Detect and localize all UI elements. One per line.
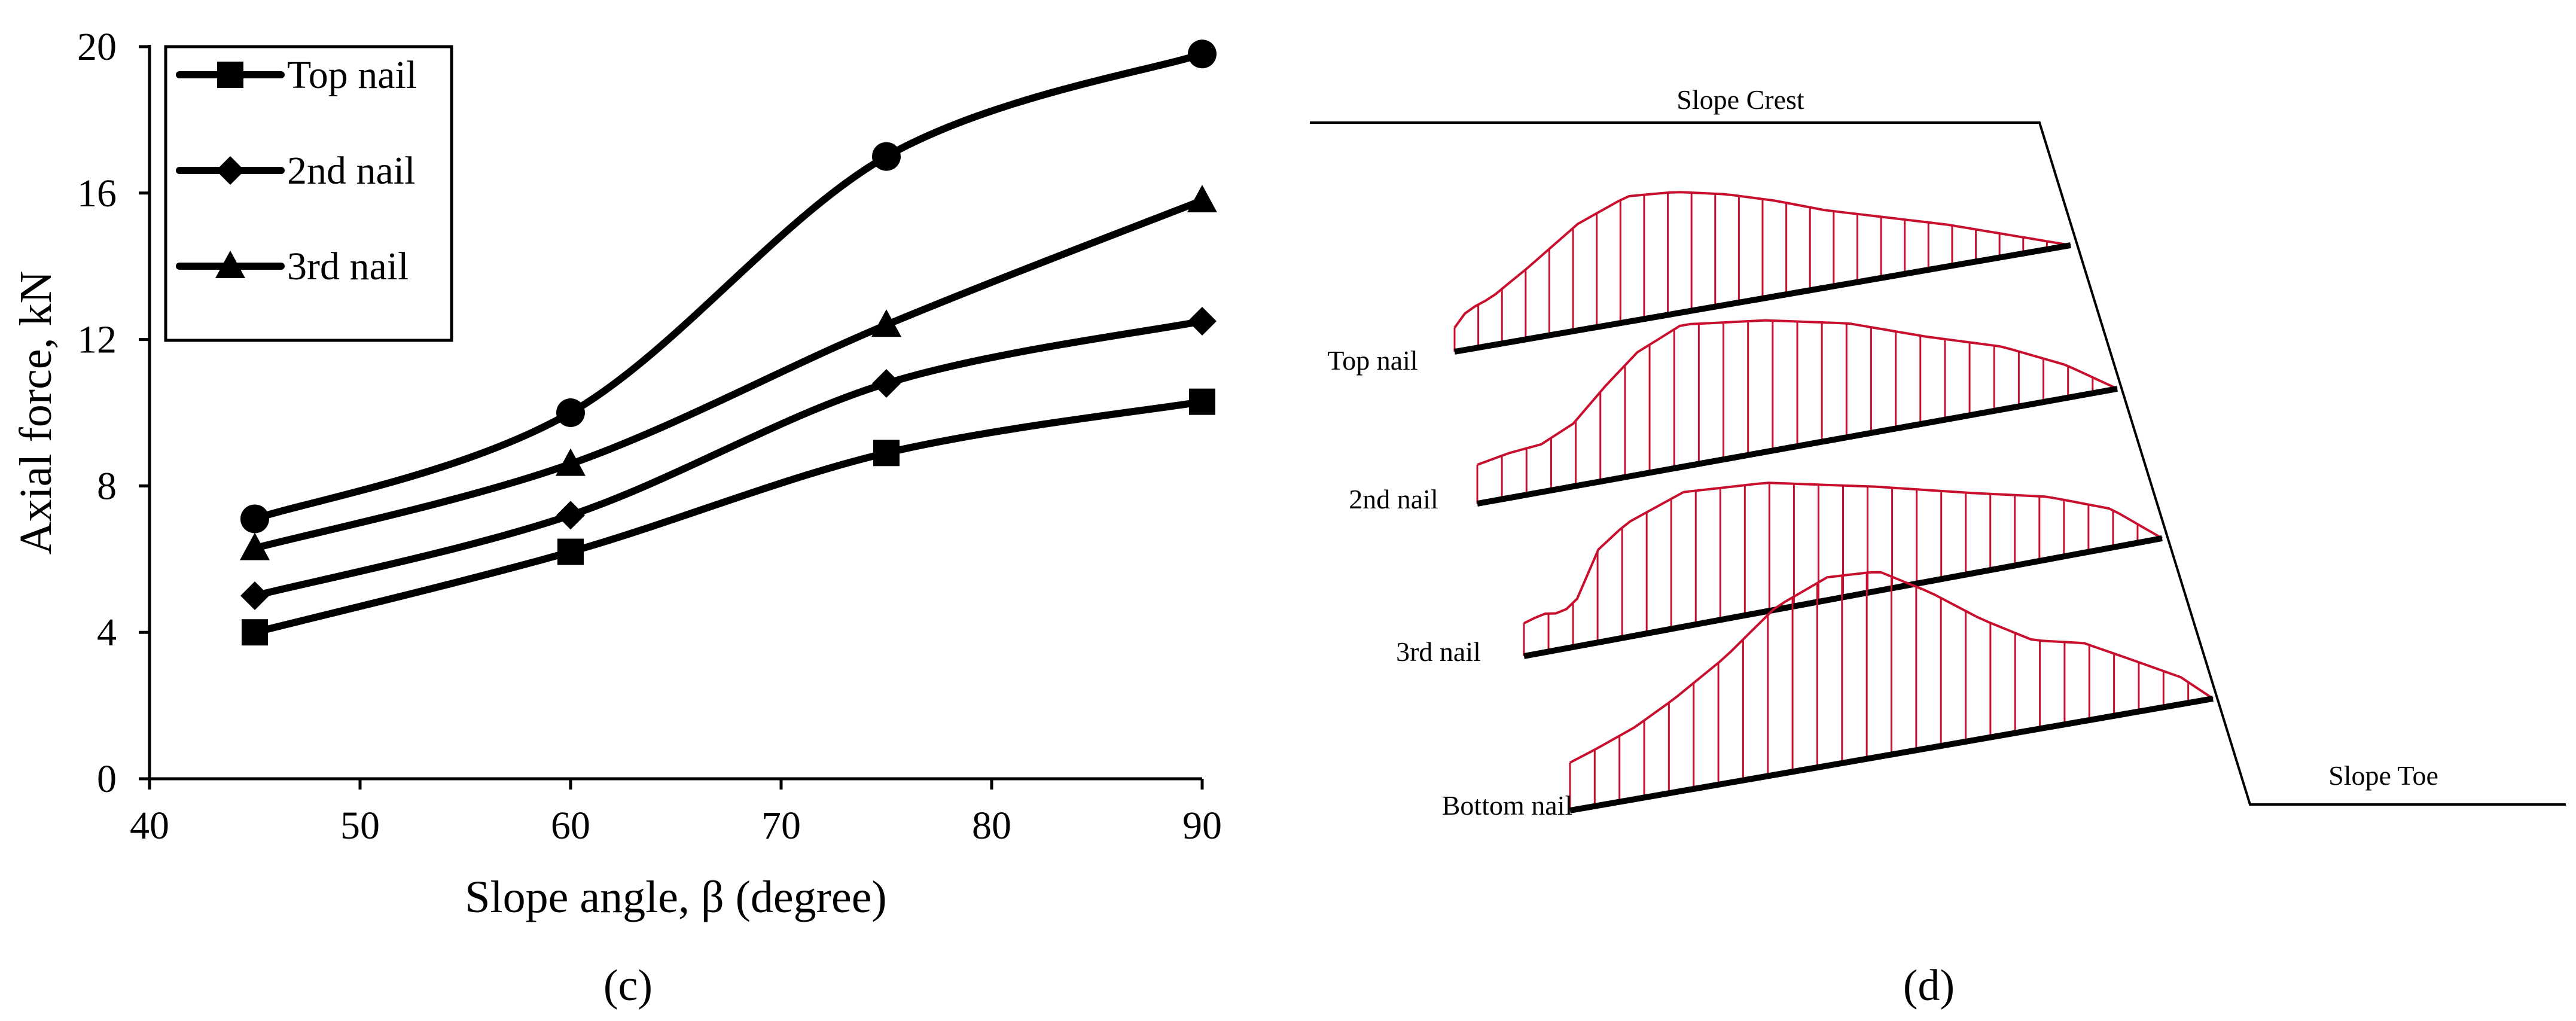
force-distribution-curve <box>1477 319 2118 466</box>
data-point-triangle <box>556 448 586 476</box>
y-tick-label: 4 <box>97 611 117 654</box>
y-tick-label: 12 <box>77 318 117 362</box>
data-point-triangle <box>1187 185 1217 213</box>
data-point-circle <box>1188 39 1217 69</box>
legend-label: 3rd nail <box>287 245 408 288</box>
force-distribution-curve <box>1569 571 2214 764</box>
legend-item: 2nd nail <box>176 149 415 193</box>
x-ticks: 40 50 60 70 80 90 <box>130 779 1222 848</box>
nail-bar <box>1523 535 2163 659</box>
x-tick-label: 60 <box>551 804 590 848</box>
legend-marker-square <box>217 62 243 88</box>
legend-marker-diamond <box>216 156 245 185</box>
slope-toe-label: Slope Toe <box>2328 760 2438 791</box>
x-tick-label: 70 <box>761 804 801 848</box>
legend-item: 3rd nail <box>176 245 408 288</box>
data-point-square <box>1189 388 1215 415</box>
data-point-circle <box>240 504 269 534</box>
force-distribution-curve <box>1523 481 2163 624</box>
y-tick-label: 16 <box>77 172 117 215</box>
legend-item: Top nail <box>176 53 417 97</box>
nail-4: Bottom nail <box>1442 571 2214 821</box>
nail-bar <box>1454 242 2071 355</box>
data-point-square <box>242 619 268 646</box>
x-axis-label: Slope angle, β (degree) <box>465 872 887 922</box>
legend: Top nail 2nd nail 3rd nail <box>164 45 453 342</box>
panel-label-c: (c) <box>603 961 653 1010</box>
nail-3: 3rd nail <box>1396 481 2163 667</box>
slope-crest-label: Slope Crest <box>1676 84 1804 115</box>
series-3 <box>240 185 1217 560</box>
nail-force-diagram: Slope Crest Slope Toe Top nail 2nd nail 3r… <box>1310 84 2566 1010</box>
data-point-square <box>873 440 900 467</box>
data-point-diamond <box>1188 307 1217 336</box>
force-hatching <box>1476 321 2094 504</box>
series-line <box>251 50 1206 523</box>
nail-2: 2nd nail <box>1349 319 2118 514</box>
data-point-triangle <box>240 532 270 560</box>
legend-label: 2nd nail <box>287 149 415 193</box>
data-point-circle <box>872 142 901 171</box>
force-distribution-curve <box>1453 191 2071 329</box>
nail-label: Bottom nail <box>1442 790 1573 821</box>
y-tick-label: 0 <box>97 757 117 801</box>
data-point-diamond <box>872 369 901 398</box>
y-tick-label: 8 <box>97 464 117 508</box>
series-1 <box>242 388 1215 646</box>
nail-1: Top nail <box>1327 191 2071 376</box>
x-tick-label: 80 <box>972 804 1011 848</box>
nail-label: 2nd nail <box>1349 484 1438 514</box>
x-tick-label: 40 <box>130 804 169 848</box>
force-hatching <box>1523 483 2139 656</box>
x-tick-label: 90 <box>1182 804 1222 848</box>
y-tick-label: 20 <box>77 25 117 69</box>
y-axis-label: Axial force, kN <box>11 271 61 555</box>
slope-profile <box>1310 121 2566 806</box>
data-point-diamond <box>556 501 585 530</box>
legend-box <box>164 45 453 342</box>
nail-bar <box>1477 386 2118 507</box>
series-4 <box>240 39 1217 534</box>
series-layer <box>240 39 1217 646</box>
nail-label: 3rd nail <box>1396 636 1481 667</box>
data-point-circle <box>556 398 585 427</box>
nail-bar <box>1569 696 2214 813</box>
series-2 <box>240 307 1217 610</box>
data-point-square <box>557 538 584 565</box>
legend-marker-triangle <box>215 251 245 278</box>
x-tick-label: 50 <box>340 804 380 848</box>
axial-force-chart: 0 4 8 12 16 20 40 50 60 70 80 90 Axial force, kN S… <box>11 25 1222 1010</box>
data-point-diamond <box>240 581 269 610</box>
series-line <box>251 197 1206 552</box>
force-hatching <box>1453 193 2048 352</box>
nail-label: Top nail <box>1327 345 1417 376</box>
force-hatching <box>1569 572 2190 810</box>
series-line <box>251 398 1206 636</box>
legend-label: Top nail <box>287 53 417 97</box>
y-ticks: 0 4 8 12 16 20 <box>77 25 150 801</box>
panel-label-d: (d) <box>1903 961 1955 1010</box>
series-line <box>251 318 1206 599</box>
data-point-triangle <box>871 309 901 337</box>
nails-layer: Top nail 2nd nail 3rd nail Bottom nail <box>1327 191 2214 821</box>
